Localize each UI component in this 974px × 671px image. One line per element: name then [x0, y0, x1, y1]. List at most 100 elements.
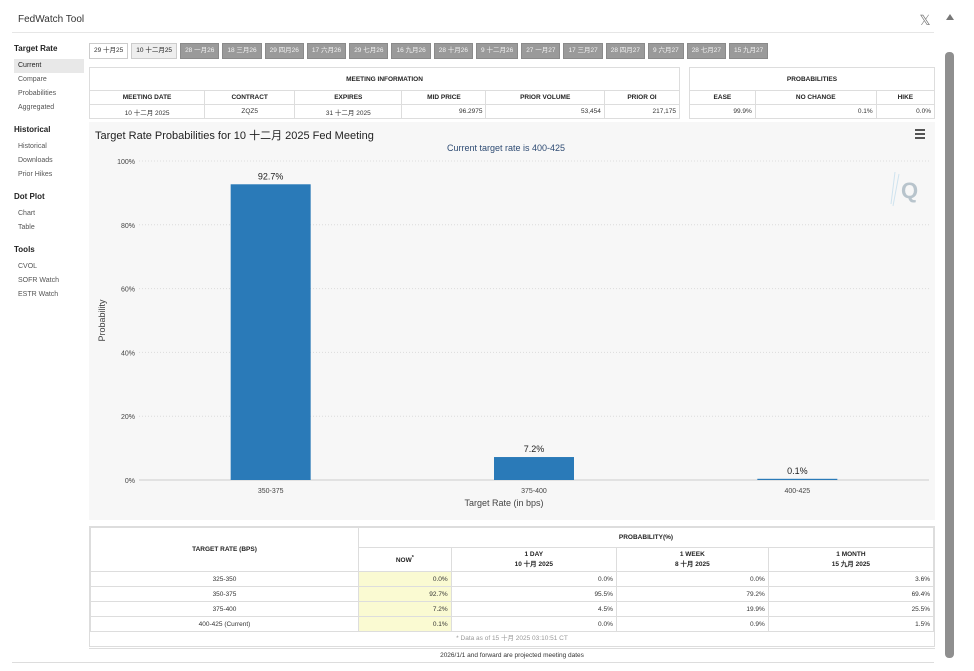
- tab-meeting-2[interactable]: 28 一月26: [180, 43, 220, 59]
- col-prior-oi: PRIOR OI: [603, 90, 681, 106]
- y-tick-label: 80%: [121, 223, 135, 230]
- scrollbar-thumb[interactable]: [945, 52, 954, 658]
- y-tick-label: 20%: [121, 414, 135, 421]
- col-probability: PROBABILITY(%): [358, 527, 934, 548]
- sidebar-item-probabilities[interactable]: Probabilities: [18, 90, 57, 97]
- tab-meeting-1[interactable]: 10 十二月25: [131, 43, 178, 59]
- sidebar-item-historical[interactable]: Historical: [18, 143, 47, 150]
- sidebar-item-aggregated[interactable]: Aggregated: [18, 104, 55, 111]
- col-hike: HIKE: [875, 90, 936, 106]
- col-no-change: NO CHANGE: [754, 90, 877, 106]
- bar-value-label: 0.1%: [787, 466, 808, 476]
- tab-meeting-13[interactable]: 9 六月27: [648, 43, 684, 59]
- col-prob-date: 10 十月 2025: [514, 561, 553, 568]
- scroll-up-icon[interactable]: [946, 14, 954, 20]
- target-rate-cell: 325-350: [90, 571, 359, 587]
- sidebar-item-chart[interactable]: Chart: [18, 210, 36, 217]
- tab-meeting-10[interactable]: 27 一月27: [521, 43, 561, 59]
- probability-cell: 3.6%: [767, 571, 935, 587]
- tab-meeting-11[interactable]: 17 三月27: [563, 43, 603, 59]
- sidebar-item-sofr-watch[interactable]: SOFR Watch: [18, 277, 59, 284]
- meeting-tabs: 29 十月25 10 十二月25 28 一月26 18 三月26 29 四月26 17 六…: [89, 43, 771, 59]
- mid-price-value: 96.2975: [401, 104, 487, 119]
- sidebar-item-estr-watch[interactable]: ESTR Watch: [18, 291, 59, 298]
- probability-cell: 7.2%: [358, 601, 452, 617]
- table-row: 325-350 0.0% 0.0% 0.0% 3.6%: [90, 571, 935, 587]
- sidebar-heading-target-rate: Target Rate: [14, 44, 58, 53]
- tab-meeting-6[interactable]: 29 七月26: [349, 43, 389, 59]
- sidebar-item-table[interactable]: Table: [18, 224, 35, 231]
- chart-container: 0% 20% 40% 60% 80% 100% 92.7% 350-375 7.2% 375-40…: [89, 122, 935, 520]
- col-prob-label: NOW: [395, 557, 412, 565]
- probability-cell: 4.5%: [450, 601, 617, 617]
- ease-value: 99.9%: [689, 104, 756, 119]
- no-change-value: 0.1%: [754, 104, 877, 119]
- probability-table-container: TARGET RATE (BPS) PROBABILITY(%) NOW* 1 D…: [89, 526, 935, 647]
- col-prob-date: 15 九月 2025: [831, 561, 871, 568]
- scrollbar[interactable]: [944, 14, 956, 658]
- probability-cell: 0.0%: [358, 571, 452, 587]
- x-tick-label: 350-375: [258, 488, 284, 495]
- chart-subtitle: Current target rate is 400-425: [447, 143, 565, 153]
- probability-cell: 95.5%: [450, 586, 617, 602]
- tab-meeting-14[interactable]: 28 七月27: [686, 43, 726, 59]
- tab-meeting-8[interactable]: 28 十月26: [433, 43, 474, 59]
- divider: [12, 32, 934, 33]
- hike-value: 0.0%: [875, 104, 936, 119]
- col-prob-date: 8 十月 2025: [675, 561, 710, 568]
- probabilities-heading: PROBABILITIES: [689, 66, 935, 92]
- col-prob-label: 1 WEEK: [679, 551, 705, 558]
- probability-cell: 69.4%: [767, 586, 935, 602]
- y-tick-label: 0%: [125, 478, 135, 485]
- footnote-star: *: [411, 554, 414, 561]
- sidebar-heading-dot-plot: Dot Plot: [14, 192, 45, 201]
- tab-meeting-15[interactable]: 15 九月27: [728, 43, 769, 59]
- sidebar-item-current[interactable]: Current: [14, 59, 84, 73]
- tab-meeting-3[interactable]: 18 三月26: [222, 43, 262, 59]
- tab-meeting-7[interactable]: 16 九月26: [391, 43, 431, 59]
- tab-meeting-9[interactable]: 9 十二月26: [476, 43, 519, 59]
- table-row: 400-425 (Current) 0.1% 0.0% 0.9% 1.5%: [90, 616, 935, 632]
- probability-cell: 0.0%: [615, 571, 769, 587]
- bar: [757, 478, 838, 480]
- sidebar-item-compare[interactable]: Compare: [18, 76, 47, 83]
- probability-cell: 92.7%: [358, 586, 452, 602]
- x-tick-label: 375-400: [521, 488, 547, 495]
- table-row: 375-400 7.2% 4.5% 19.9% 25.5%: [90, 601, 935, 617]
- tab-meeting-5[interactable]: 17 六月26: [306, 43, 347, 59]
- col-contract: CONTRACT: [204, 90, 296, 106]
- probabilities-table: PROBABILITIES EASE NO CHANGE HIKE 99.9% …: [689, 66, 936, 119]
- x-logo-icon[interactable]: 𝕏: [919, 12, 931, 28]
- probability-cell: 0.1%: [358, 616, 452, 632]
- expires-value: 31 十二月 2025: [294, 104, 403, 119]
- data-as-of-note: * Data as of 15 十月 2025 03:10:51 CT: [456, 635, 568, 642]
- tab-meeting-4[interactable]: 29 四月26: [264, 43, 304, 59]
- sidebar-item-cvol[interactable]: CVOL: [18, 263, 38, 270]
- target-rate-cell: 375-400: [90, 601, 359, 617]
- sidebar-heading-historical: Historical: [14, 125, 51, 134]
- meeting-info-heading: MEETING INFORMATION: [89, 66, 680, 92]
- sidebar: Target Rate Current Compare Probabilities Ag…: [14, 44, 84, 302]
- x-axis-title: Target Rate (in bps): [464, 498, 543, 508]
- col-ease: EASE: [689, 90, 756, 106]
- y-tick-label: 40%: [121, 350, 135, 357]
- col-expires: EXPIRES: [294, 90, 403, 106]
- sidebar-item-downloads[interactable]: Downloads: [18, 157, 53, 164]
- meeting-date-value: 10 十二月 2025: [88, 104, 206, 119]
- chart-title: Target Rate Probabilities for 10 十二月 202…: [95, 130, 374, 142]
- col-prior-volume: PRIOR VOLUME: [485, 90, 605, 106]
- tab-meeting-12[interactable]: 28 四月27: [605, 43, 646, 59]
- y-tick-label: 100%: [117, 159, 135, 166]
- probability-cell: 79.2%: [615, 586, 769, 602]
- sidebar-item-prior-hikes[interactable]: Prior Hikes: [18, 171, 53, 178]
- svg-text:Q: Q: [901, 178, 918, 203]
- hamburger-menu-icon[interactable]: [915, 129, 925, 139]
- col-mid-price: MID PRICE: [401, 90, 487, 106]
- prior-volume-value: 53,454: [485, 104, 605, 119]
- tab-meeting-0[interactable]: 29 十月25: [89, 43, 129, 59]
- col-prob-1-month: 1 MONTH 15 九月 2025: [767, 547, 935, 572]
- target-rate-cell: 350-375: [90, 586, 359, 602]
- divider: [12, 662, 934, 663]
- bar: [494, 457, 574, 480]
